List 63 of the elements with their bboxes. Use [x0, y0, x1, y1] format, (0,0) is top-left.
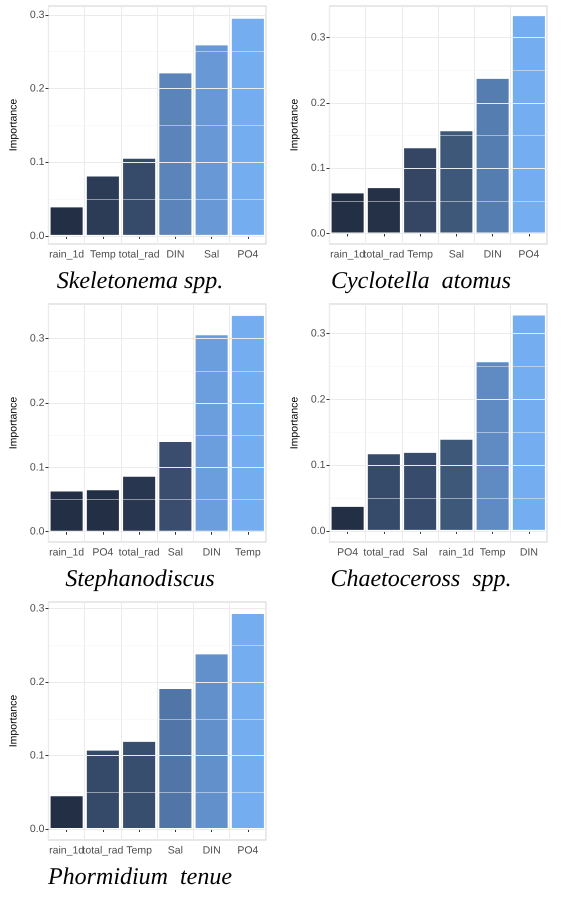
text: Chaetoceross spp.: [330, 566, 512, 592]
y-tick-label: 0.1: [30, 750, 45, 762]
x-tick-label: Temp: [407, 248, 434, 260]
x-tick-label: PO4: [92, 546, 114, 558]
x-tick-label: PO4: [337, 546, 358, 558]
y-axis-title: Importance: [288, 396, 300, 450]
y-tick-label: 0.0: [30, 526, 45, 538]
y-axis-title: Importance: [288, 98, 300, 152]
y-tick-label: 0.0: [30, 230, 45, 242]
x-tick-label: DIN: [520, 546, 538, 558]
y-tick-label: 0.2: [30, 82, 45, 95]
y-axis-title: Importance: [8, 98, 20, 152]
x-tick-label: total_rad: [82, 844, 124, 856]
y-tick-label: 0.3: [30, 602, 45, 615]
y-tick-label: 0.1: [30, 461, 45, 474]
text: Stephanodiscus: [65, 566, 215, 592]
y-axis-title: Importance: [8, 694, 20, 748]
bar: [330, 506, 365, 531]
bar: [50, 795, 84, 829]
y-tick-label: 0.0: [310, 524, 326, 537]
x-tick-label: Temp: [480, 546, 506, 558]
x-tick-label: Sal: [412, 546, 428, 558]
y-tick-label: 0.0: [310, 228, 326, 240]
y-tick-label: 0.2: [30, 397, 45, 410]
x-tick-label: rain_1d: [49, 546, 84, 558]
y-tick-label: 0.3: [30, 8, 45, 21]
y-tick-label: 0.2: [310, 393, 326, 406]
text: Cyclotella atomus: [331, 268, 511, 294]
x-tick-label: DIN: [202, 546, 221, 558]
x-tick-label: Temp: [90, 248, 116, 260]
x-tick-label: PO4: [237, 844, 259, 856]
x-tick-label: Temp: [235, 546, 261, 558]
x-tick-label: PO4: [518, 248, 540, 260]
y-tick-label: 0.1: [310, 459, 326, 472]
y-tick-label: 0.3: [310, 328, 326, 340]
y-tick-label: 0.3: [30, 332, 45, 345]
x-tick-label: total_rad: [363, 248, 404, 260]
x-tick-label: DIN: [484, 248, 502, 260]
x-tick-label: rain_1d: [438, 546, 474, 558]
y-tick-label: 0.2: [30, 676, 45, 688]
x-tick-label: total_rad: [118, 248, 160, 260]
x-tick-label: DIN: [202, 844, 221, 856]
bar: [50, 206, 84, 236]
x-tick-label: Sal: [168, 546, 183, 558]
x-tick-label: rain_1d: [49, 248, 84, 260]
y-tick-label: 0.1: [30, 156, 45, 168]
x-tick-label: PO4: [237, 248, 259, 260]
x-tick-label: rain_1d: [49, 844, 84, 856]
y-tick-label: 0.2: [310, 96, 326, 109]
x-tick-label: rain_1d: [330, 248, 366, 260]
x-tick-label: Temp: [126, 844, 152, 856]
text: Skeletonema spp.: [56, 268, 224, 294]
x-tick-label: Sal: [448, 248, 464, 260]
x-tick-label: DIN: [166, 248, 184, 260]
x-tick-label: total_rad: [363, 546, 404, 558]
x-tick-label: total_rad: [118, 546, 160, 558]
x-tick-label: Sal: [204, 248, 220, 260]
y-tick-label: 0.1: [310, 162, 326, 174]
y-tick-label: 0.0: [30, 822, 45, 835]
y-tick-label: 0.3: [310, 31, 326, 44]
x-tick-label: Sal: [168, 844, 183, 856]
y-axis-title: Importance: [8, 396, 20, 450]
text: Phormidium tenue: [47, 864, 232, 890]
